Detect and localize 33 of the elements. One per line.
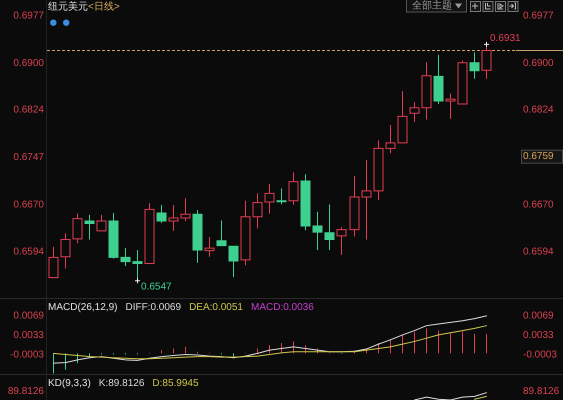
annotation: 全部主题 (412, 0, 452, 12)
annotation: 0.6547 (141, 281, 172, 292)
tick-label: 0.6900 (523, 58, 554, 69)
tick-label: 0.6594 (13, 246, 44, 258)
annotation: 89.8126 (523, 386, 560, 398)
tick-label: 0.0033 (523, 330, 554, 341)
tick-label: 0.6824 (523, 104, 554, 116)
price-tag: 0.6759 (521, 150, 563, 164)
tick-label: -0.0003 (523, 350, 557, 360)
subtitle: <日线> (88, 2, 120, 12)
title: 纽元美元 (48, 2, 88, 12)
dropdown-button: 全部主题 (406, 0, 467, 12)
legend-entry: DEA:0.0051 (189, 302, 243, 313)
tick-label: -0.0003 (10, 350, 44, 360)
tick-label: 0.6670 (13, 200, 44, 211)
tick-label: 0.6670 (523, 200, 554, 211)
legend-entry: K:89.8126 (98, 378, 144, 389)
tick-label: 0.6747 (13, 152, 44, 164)
annotation: MACD:0.0036 (251, 302, 314, 313)
legend-entry: DIFF:0.0069 (125, 302, 182, 313)
title: MACD(26,12,9) (48, 302, 118, 313)
legend-entry: D:85.9945 (152, 378, 199, 389)
tick-label: 0.0069 (13, 310, 44, 322)
annotation: 89.8126 (8, 386, 44, 398)
tick-label: 0.6824 (13, 104, 44, 116)
title: KD(9,3,3) (48, 378, 91, 389)
tick-label: 0.6594 (523, 246, 554, 258)
tick-label: 0.0069 (523, 310, 554, 322)
tick-label: 0.6900 (13, 58, 44, 69)
tick-label: 0.6977 (523, 10, 554, 22)
annotation: 0.6931 (490, 32, 521, 44)
tick-label: 0.0033 (13, 330, 44, 341)
tick-label: 0.6977 (13, 10, 44, 22)
